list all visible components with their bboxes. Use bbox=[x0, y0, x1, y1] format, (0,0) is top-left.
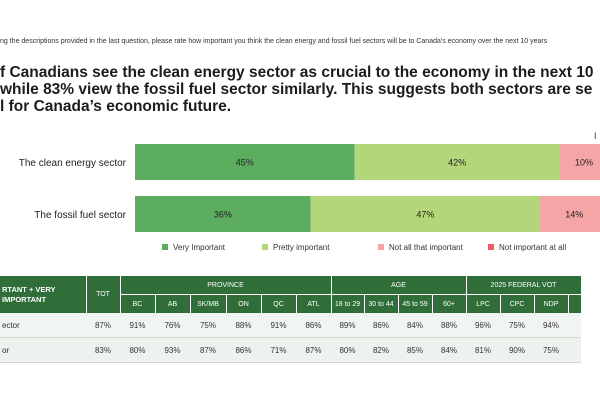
tot-header: TOT bbox=[86, 276, 121, 313]
table-cell: 80% bbox=[120, 337, 155, 363]
col-header-18-29: 18 to 29 bbox=[331, 294, 365, 313]
table-cell: 82% bbox=[364, 337, 398, 363]
table-cell: 90% bbox=[500, 337, 534, 363]
group-header-vote: 2025 FEDERAL VOT bbox=[466, 276, 582, 295]
legend-label: Very Important bbox=[173, 243, 226, 252]
row-total: 87% bbox=[86, 313, 120, 338]
data-label: 10% bbox=[575, 158, 593, 168]
table-cell: 75% bbox=[190, 313, 226, 338]
bar-segment bbox=[135, 144, 355, 180]
bar-segment bbox=[310, 196, 541, 232]
table-corner-label: RTANT + VERY IMPORTANT bbox=[0, 276, 87, 313]
legend-swatch bbox=[262, 244, 268, 250]
col-header-ab: AB bbox=[155, 294, 191, 313]
group-header-province: PROVINCE bbox=[120, 276, 332, 295]
table-cell: 75% bbox=[500, 313, 534, 338]
col-header-60plus: 60+ bbox=[432, 294, 467, 313]
col-header-cpc: CPC bbox=[500, 294, 535, 313]
table-cell: 75% bbox=[534, 337, 568, 363]
table-cell bbox=[568, 337, 581, 363]
table-cell: 87% bbox=[296, 337, 331, 363]
data-label: 47% bbox=[416, 210, 434, 220]
table-cell: 81% bbox=[466, 337, 500, 363]
col-header-on: ON bbox=[226, 294, 262, 313]
table-row: ector 87% 91% 76% 75% 88% 91% 86% 89% 86… bbox=[0, 313, 581, 338]
headline: f Canadians see the clean energy sector … bbox=[0, 64, 600, 115]
col-header-45-59: 45 to 59 bbox=[398, 294, 433, 313]
table-cell: 86% bbox=[226, 337, 261, 363]
col-header-ndp: NDP bbox=[534, 294, 569, 313]
table-cell: 93% bbox=[155, 337, 190, 363]
table-cell bbox=[568, 313, 581, 338]
row-label: or bbox=[0, 337, 86, 363]
row-label: ector bbox=[0, 313, 86, 338]
data-label: 45% bbox=[236, 158, 254, 168]
table-cell: 84% bbox=[398, 313, 432, 338]
table-cell: 87% bbox=[190, 337, 226, 363]
table-cell: 86% bbox=[364, 313, 398, 338]
table-cell: 94% bbox=[534, 313, 568, 338]
legend-label: Not important at all bbox=[499, 243, 566, 252]
table-cell: 96% bbox=[466, 313, 500, 338]
table-cell: 80% bbox=[331, 337, 364, 363]
category-label: The fossil fuel sector bbox=[34, 210, 126, 221]
legend-label: Not all that important bbox=[389, 243, 464, 252]
headline-line-1: f Canadians see the clean energy sector … bbox=[0, 64, 594, 81]
legend-label: Pretty important bbox=[273, 243, 330, 252]
bar-segment bbox=[354, 144, 560, 180]
headline-line-2: while 83% view the fossil fuel sector si… bbox=[0, 81, 593, 98]
table-cell: 84% bbox=[432, 337, 466, 363]
data-label: 42% bbox=[448, 158, 466, 168]
legend-swatch bbox=[488, 244, 494, 250]
row-total: 83% bbox=[86, 337, 120, 363]
table-cell: 88% bbox=[226, 313, 261, 338]
col-header-truncated bbox=[568, 294, 582, 313]
table-cell: 89% bbox=[331, 313, 364, 338]
bar-segment bbox=[540, 196, 600, 232]
col-header-30-44: 30 to 44 bbox=[364, 294, 399, 313]
bar-segment bbox=[559, 144, 600, 180]
col-header-lpc: LPC bbox=[466, 294, 501, 313]
table-cell: 76% bbox=[155, 313, 190, 338]
survey-question: ng the descriptions provided in the last… bbox=[0, 38, 548, 45]
category-label: The clean energy sector bbox=[19, 158, 127, 169]
table-cell: 91% bbox=[261, 313, 296, 338]
table-cell: 88% bbox=[432, 313, 466, 338]
data-label: 14% bbox=[565, 210, 583, 220]
col-header-skmb: SK/MB bbox=[190, 294, 227, 313]
group-header-age: AGE bbox=[331, 276, 467, 295]
data-label: 36% bbox=[214, 210, 232, 220]
table-cell: 86% bbox=[296, 313, 331, 338]
bar-segment bbox=[135, 196, 311, 232]
legend-swatch bbox=[378, 244, 384, 250]
col-header-qc: QC bbox=[261, 294, 297, 313]
col-header-atl: ATL bbox=[296, 294, 332, 313]
table-cell: 85% bbox=[398, 337, 432, 363]
crosstab-table: RTANT + VERY IMPORTANT TOT PROVINCE AGE … bbox=[0, 276, 582, 363]
chart-corner-label: I bbox=[594, 131, 597, 141]
table-cell: 91% bbox=[120, 313, 155, 338]
table-row: or 83% 80% 93% 87% 86% 71% 87% 80% 82% 8… bbox=[0, 337, 581, 363]
legend-swatch bbox=[162, 244, 168, 250]
col-header-bc: BC bbox=[120, 294, 156, 313]
headline-line-3: l for Canada’s economic future. bbox=[0, 98, 232, 115]
table-cell: 71% bbox=[261, 337, 296, 363]
